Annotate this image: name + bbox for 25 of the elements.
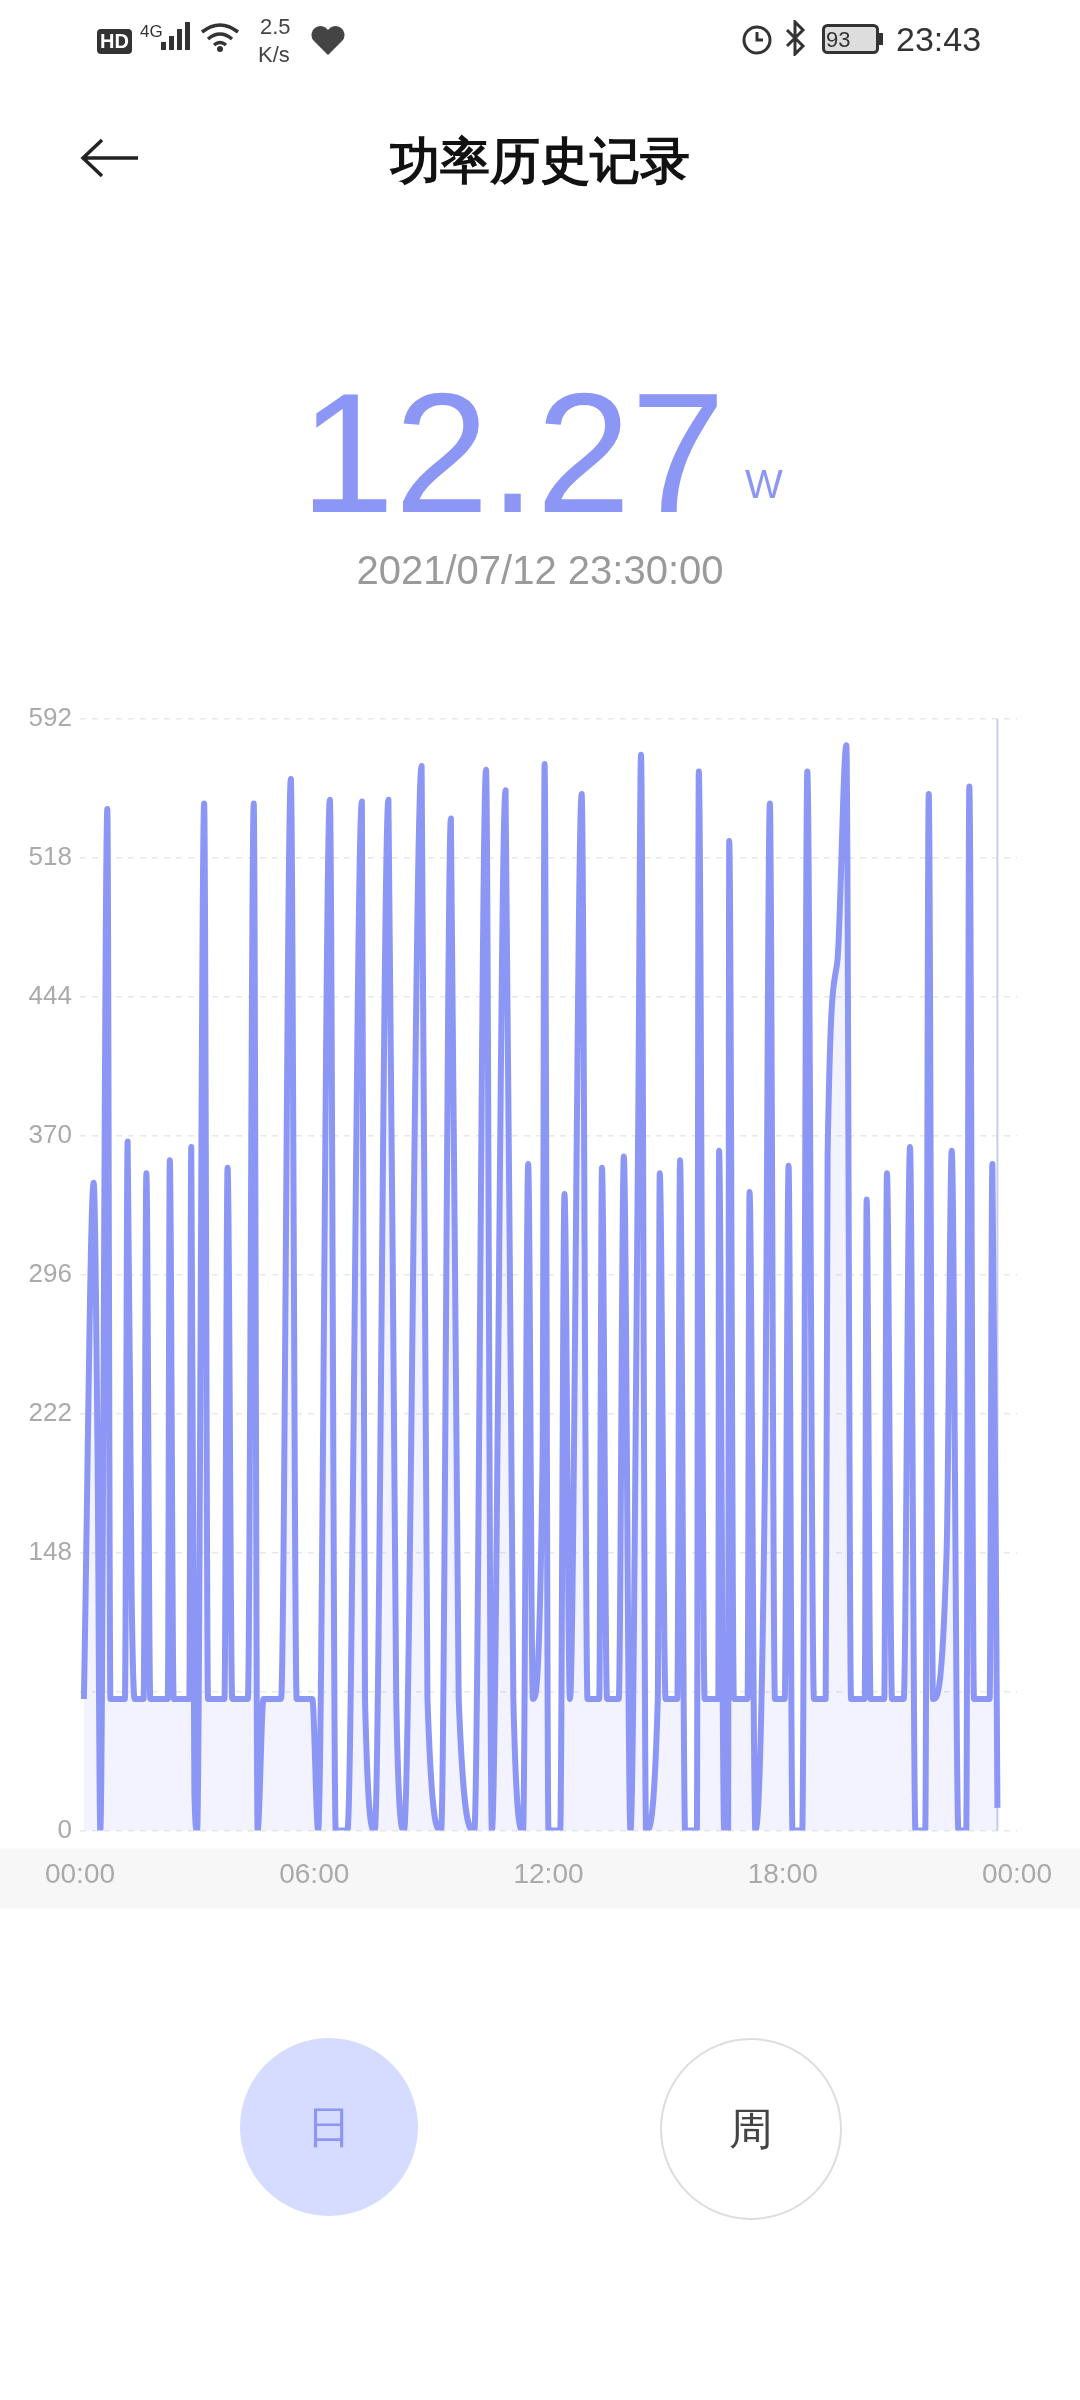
chart-title: 功率历史记录 bbox=[388, 131, 691, 192]
text: 周 bbox=[660, 2038, 842, 2220]
text: W bbox=[745, 462, 783, 507]
x-tick-label: 00:00 bbox=[981, 1857, 1052, 1889]
y-tick-label: 444 bbox=[28, 980, 72, 1011]
text: 4G bbox=[140, 22, 163, 42]
x-tick-label: 06:00 bbox=[279, 1857, 350, 1889]
y-tick-label: 296 bbox=[28, 1257, 72, 1288]
y-tick-label: 370 bbox=[28, 1118, 72, 1149]
text: 2.5 bbox=[260, 14, 291, 40]
y-tick-label: 222 bbox=[28, 1396, 72, 1427]
y-tick-label: 592 bbox=[28, 702, 72, 733]
x-tick-label: 18:00 bbox=[747, 1857, 818, 1889]
x-tick-label: 00:00 bbox=[44, 1857, 116, 1889]
text: 23:43 bbox=[896, 20, 982, 59]
y-tick-label: 148 bbox=[28, 1535, 72, 1566]
y-tick-label: 0 bbox=[57, 1813, 72, 1844]
text: K/s bbox=[258, 42, 290, 68]
y-tick-label: 518 bbox=[28, 841, 72, 872]
text: 日 bbox=[240, 2038, 418, 2216]
text: HD bbox=[97, 29, 132, 54]
x-tick-label: 12:00 bbox=[513, 1857, 584, 1889]
text: 12.27 bbox=[300, 357, 726, 550]
text: 2021/07/12 23:30:00 bbox=[355, 548, 725, 593]
text: 93 bbox=[826, 27, 851, 53]
